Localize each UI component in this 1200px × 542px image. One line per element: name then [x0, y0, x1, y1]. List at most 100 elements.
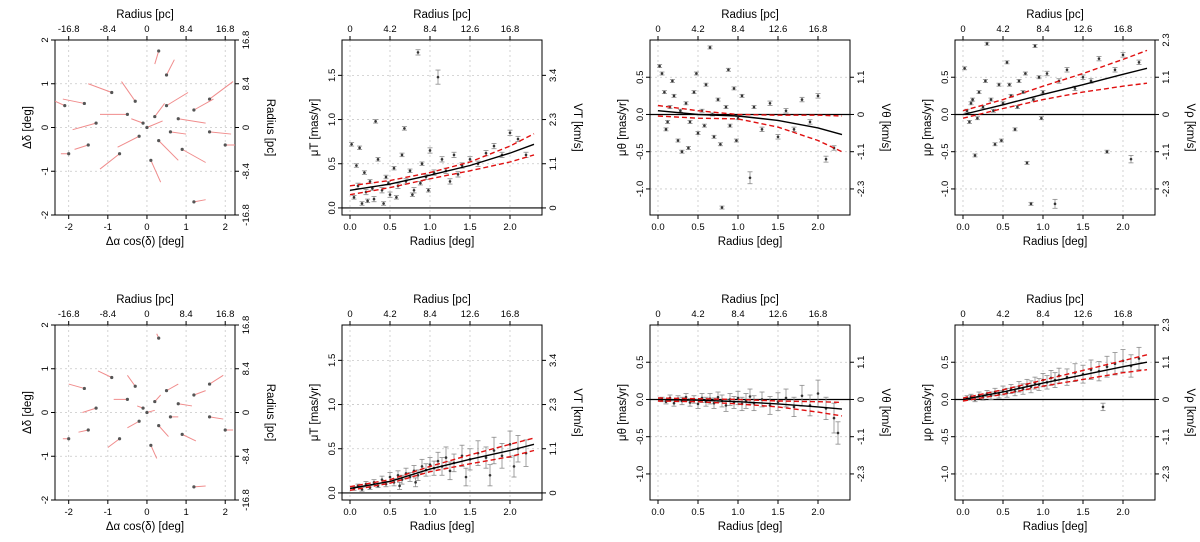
star-point — [145, 125, 149, 130]
y-axis-label: μθ [mas/yr] — [617, 384, 629, 441]
data-point — [724, 404, 728, 407]
data-point — [695, 72, 698, 75]
data-point — [1097, 57, 1101, 60]
star-point — [176, 117, 180, 121]
y-tick-label: -0.5 — [940, 144, 951, 160]
data-point — [728, 124, 732, 127]
x-tick-label: 0 — [144, 507, 149, 518]
right-tick-label: -8.4 — [241, 448, 252, 464]
data-point — [452, 153, 456, 157]
star-point — [157, 139, 161, 143]
data-point — [800, 98, 804, 101]
right-tick-label: -1.1 — [1161, 429, 1172, 445]
star-point — [94, 121, 98, 125]
right-tick-label: -8.4 — [241, 163, 252, 179]
x-tick-label: 2.0 — [503, 507, 516, 518]
proper-motion-vector — [209, 416, 224, 420]
proper-motion-vector — [146, 120, 163, 128]
panel-r2c1: -2 -1 0 1 2 -2 -1 0 1 2 -16.8 -8.4 0 8.4 16.8 -16.8 -8.4… — [22, 294, 276, 533]
proper-motion-vector — [107, 438, 120, 448]
data-point — [1105, 365, 1109, 369]
data-point — [784, 396, 788, 400]
star-point — [164, 389, 169, 393]
star-point — [153, 399, 157, 404]
top-tick-label: 8.4 — [423, 309, 436, 320]
right-axis-label: VT [km/s] — [571, 103, 583, 151]
proper-motion-vector — [166, 92, 189, 107]
data-point — [977, 90, 981, 94]
y-axis-label: μT [mas/yr] — [309, 99, 321, 157]
data-point — [436, 75, 440, 79]
x-tick-label: 2.0 — [503, 222, 516, 233]
proper-motion-vector — [178, 118, 206, 124]
data-point — [1032, 98, 1035, 101]
plot-content — [349, 430, 535, 492]
star-point — [110, 90, 114, 95]
x-tick-label: 2.0 — [1116, 222, 1129, 233]
data-point — [1053, 202, 1057, 206]
x-tick-label: 1.0 — [1036, 507, 1049, 518]
data-point — [448, 469, 452, 473]
x-tick-label: 0.0 — [956, 222, 969, 233]
y-tick-label: 0.5 — [327, 157, 338, 170]
star-point — [86, 143, 90, 147]
right-axis-label: VT [km/s] — [571, 388, 583, 436]
proper-motion-vector — [154, 50, 160, 65]
y-tick-label: 0.5 — [635, 356, 646, 369]
data-point — [492, 449, 496, 452]
data-point — [704, 83, 708, 86]
data-point — [492, 144, 496, 148]
star-point — [110, 375, 114, 380]
proper-motion-vector — [209, 81, 234, 100]
y-tick-label: -1.0 — [635, 466, 646, 482]
y-tick-label: -2 — [40, 211, 51, 219]
top-tick-label: 4.2 — [383, 24, 396, 35]
data-point — [1008, 83, 1011, 86]
star-point — [125, 112, 129, 116]
data-point — [416, 51, 420, 54]
data-point — [1137, 357, 1141, 360]
star-point — [164, 104, 169, 108]
proper-motion-vector — [88, 83, 112, 93]
data-point — [666, 120, 669, 124]
data-point — [676, 139, 680, 142]
right-tick-label: 2.3 — [1161, 318, 1172, 331]
top-tick-label: 16.8 — [501, 24, 520, 35]
x-tick-label: 2 — [223, 222, 228, 233]
data-point — [969, 101, 973, 105]
x-tick-label: 1.5 — [771, 222, 784, 233]
data-point — [984, 79, 987, 83]
data-point — [1016, 105, 1019, 109]
data-point — [1033, 44, 1037, 48]
data-point — [679, 109, 682, 113]
star-point — [207, 130, 212, 134]
proper-motion-vector — [170, 131, 187, 135]
data-point — [368, 180, 372, 183]
top-tick-label: 16.8 — [809, 24, 828, 35]
top-axis-label: Radius [pc] — [721, 294, 779, 306]
star-point — [164, 73, 169, 77]
right-tick-label: 8.4 — [241, 362, 252, 375]
fit-line — [962, 361, 1148, 401]
data-point — [1045, 72, 1049, 75]
top-tick-label: 4.2 — [383, 309, 396, 320]
data-point — [1081, 75, 1085, 79]
x-tick-label: 1.0 — [731, 222, 744, 233]
top-tick-label: -8.4 — [100, 309, 116, 320]
proper-motion-vector — [181, 433, 197, 442]
star-point — [223, 143, 227, 147]
x-tick-label: 0.0 — [651, 222, 664, 233]
data-point — [1005, 61, 1009, 64]
data-point — [768, 101, 772, 105]
data-point — [732, 87, 736, 90]
data-point — [484, 456, 488, 459]
proper-motion-vector — [150, 445, 158, 459]
star-point — [82, 101, 86, 106]
data-point — [719, 142, 722, 146]
proper-motion-vector — [121, 81, 136, 102]
data-point — [760, 128, 764, 131]
y-axis-label: μθ [mas/yr] — [617, 99, 629, 156]
right-tick-label: 2.3 — [1161, 33, 1172, 46]
data-point — [508, 131, 512, 135]
data-point — [396, 473, 400, 477]
